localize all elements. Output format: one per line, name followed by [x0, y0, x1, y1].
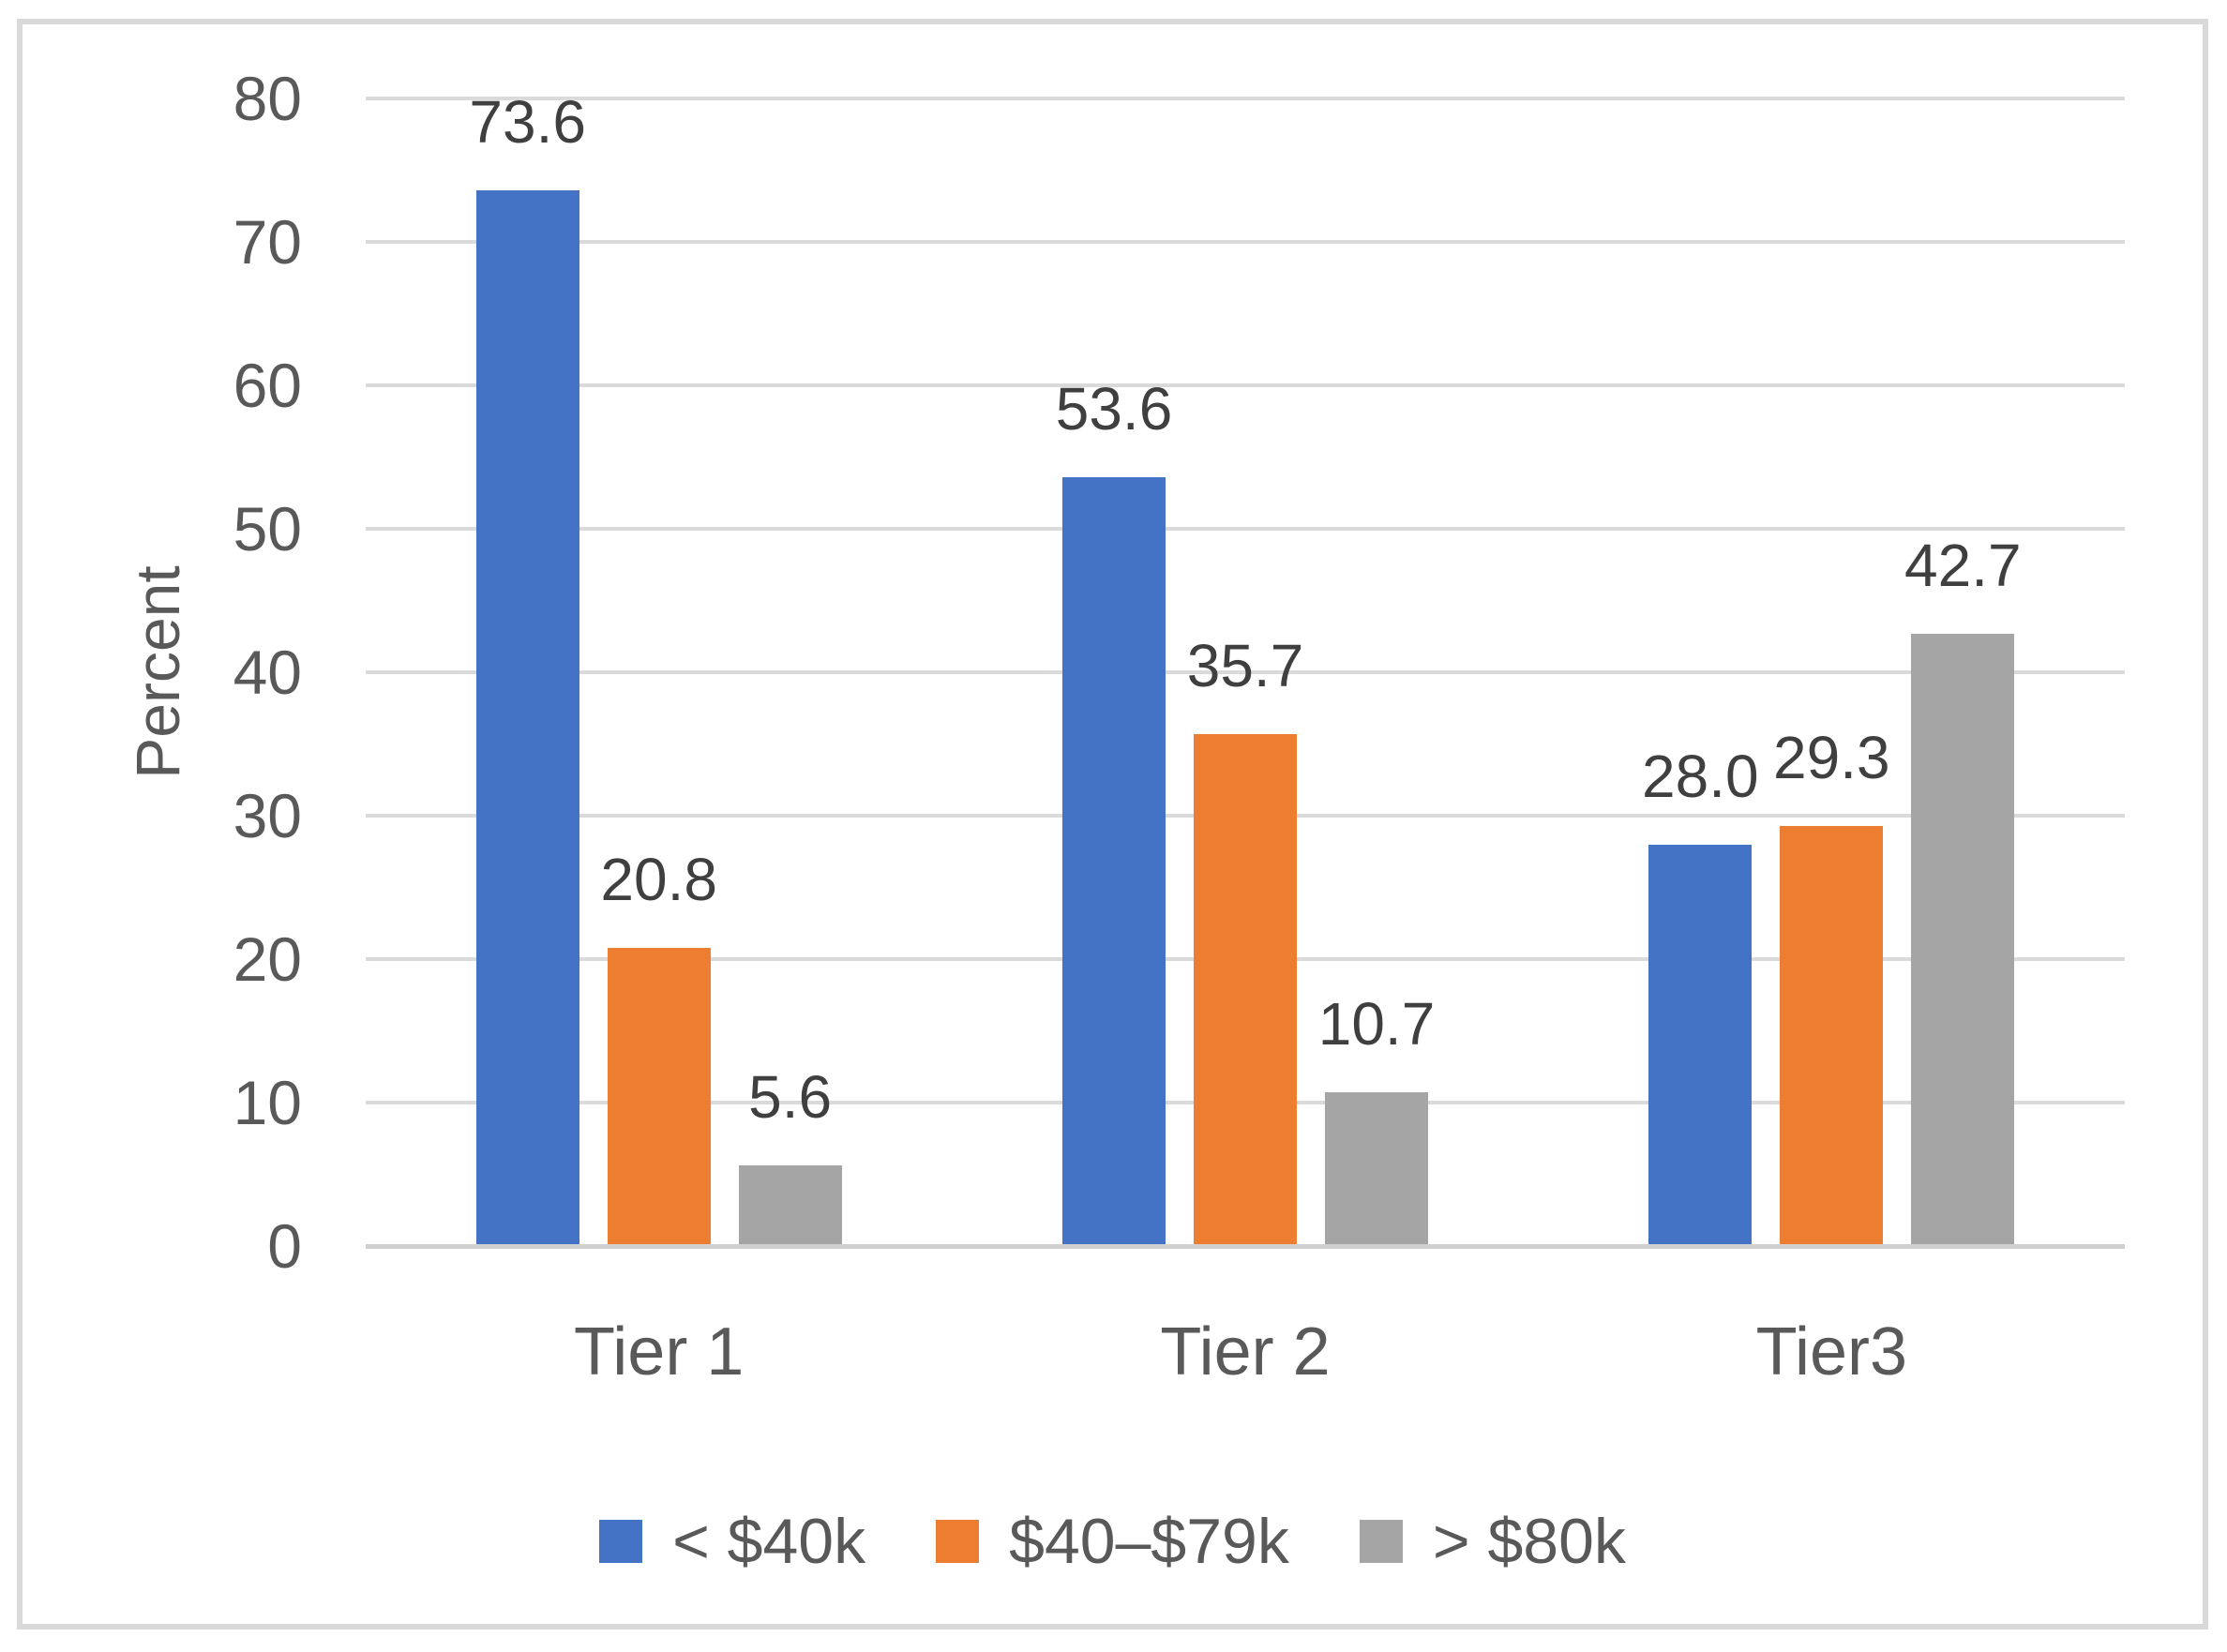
legend-swatch-icon [1359, 1520, 1403, 1563]
legend: < $40k $40–$79k > $80k [23, 1504, 2203, 1579]
category-label: Tier 1 [573, 1314, 745, 1389]
bar-value-label: 53.6 [1055, 374, 1173, 443]
bar-value-label: 29.3 [1773, 723, 1890, 791]
y-tick-label: 80 [233, 64, 302, 133]
gridline [366, 527, 2125, 531]
legend-item: $40–$79k [936, 1506, 1289, 1577]
x-axis-line [366, 1244, 2125, 1249]
gridline [366, 383, 2125, 387]
category-label: Tier3 [1755, 1314, 1908, 1389]
bar-orange [607, 947, 711, 1246]
gridline [366, 670, 2125, 674]
legend-label: < $40k [672, 1506, 866, 1577]
chart-border: 0 10 20 30 40 50 60 70 80 73.6 20.8 5.6 Tier 1 53.6 35… [17, 19, 2208, 1629]
bar-value-label: 35.7 [1186, 631, 1304, 699]
bar-blue [475, 189, 579, 1246]
gridline [366, 240, 2125, 244]
legend-item: < $40k [599, 1506, 865, 1577]
legend-swatch-icon [599, 1520, 643, 1563]
bar-value-label: 10.7 [1317, 990, 1436, 1059]
y-tick-label: 10 [233, 1068, 302, 1137]
y-tick-label: 20 [233, 924, 302, 994]
bar-value-label: 42.7 [1904, 531, 2022, 599]
legend-item: > $80k [1359, 1506, 1626, 1577]
bar-blue [1062, 476, 1166, 1246]
bar-value-label: 73.6 [469, 87, 586, 156]
bar-gray [1325, 1092, 1428, 1246]
bar-gray [738, 1165, 842, 1246]
bar-gray [1911, 633, 2015, 1246]
y-tick-label: 30 [233, 781, 302, 850]
y-tick-label: 0 [267, 1211, 302, 1281]
bar-orange [1194, 733, 1297, 1246]
bar-value-label: 5.6 [748, 1063, 833, 1132]
category-label: Tier 2 [1160, 1314, 1331, 1389]
y-tick-label: 40 [233, 638, 302, 707]
legend-swatch-icon [936, 1520, 980, 1563]
bar-value-label: 28.0 [1642, 742, 1759, 810]
bar-value-label: 20.8 [600, 845, 717, 913]
y-tick-label: 60 [233, 351, 302, 420]
bar-blue [1648, 844, 1753, 1246]
gridline [366, 97, 2125, 100]
y-tick-label: 50 [233, 494, 302, 563]
legend-label: > $80k [1432, 1506, 1626, 1577]
bar-orange [1780, 825, 1884, 1246]
y-axis-title: Percent [123, 565, 192, 779]
y-tick-label: 70 [233, 207, 302, 277]
legend-label: $40–$79k [1009, 1506, 1289, 1577]
